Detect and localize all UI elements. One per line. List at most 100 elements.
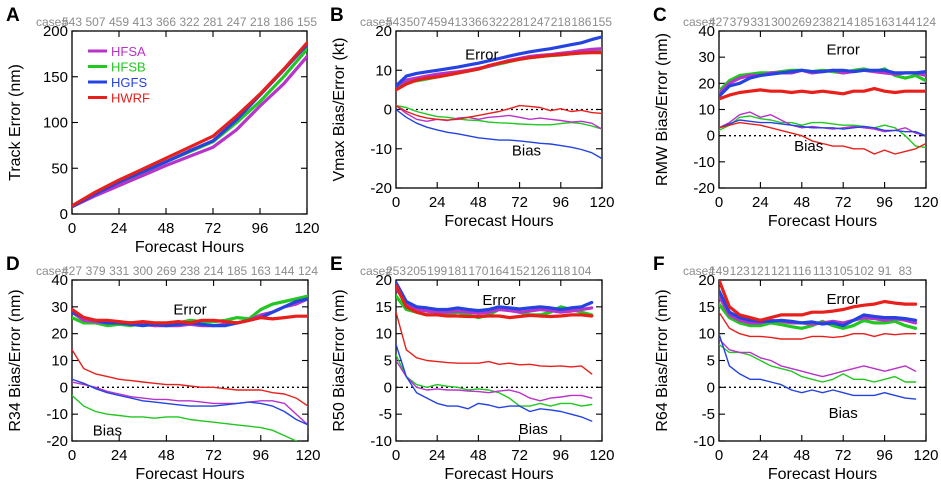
annotation-bias: Bias: [93, 422, 122, 439]
panel-letter: D: [6, 254, 20, 275]
x-tick-label: 72: [511, 194, 528, 211]
case-count: 543: [386, 15, 406, 29]
case-count: 155: [297, 15, 317, 29]
x-tick-label: 48: [793, 447, 810, 464]
y-axis-title: RMW Bias/Error (nm): [654, 33, 671, 186]
x-tick-label: 72: [835, 447, 852, 464]
case-count: 185: [227, 264, 247, 278]
series-hgfs-bias: [719, 119, 926, 137]
case-count: 281: [203, 15, 223, 29]
y-tick-label: 10: [375, 326, 392, 343]
y-axis-title: Track Error (nm): [7, 64, 24, 181]
x-tick-label: 0: [68, 447, 76, 464]
case-count: 322: [489, 15, 509, 29]
panel-letter: F: [653, 254, 665, 275]
x-axis-title: Forecast Hours: [768, 213, 877, 230]
case-count: 269: [792, 15, 812, 29]
case-count: 170: [468, 264, 488, 278]
case-count: 413: [132, 15, 152, 29]
case-count: 181: [448, 264, 468, 278]
series-group: [719, 280, 918, 400]
series-hgfs-error: [719, 68, 926, 99]
y-tick-label: 0: [60, 379, 68, 396]
series-group: [72, 294, 308, 441]
series-hfsb-bias: [72, 394, 298, 441]
x-tick-label: 96: [552, 447, 569, 464]
x-tick-label: 72: [205, 220, 222, 237]
x-tick-label: 0: [68, 220, 76, 237]
case-count: 163: [875, 15, 895, 29]
annotation-error: Error: [173, 302, 206, 319]
y-tick-label: 30: [698, 49, 715, 66]
case-count: 124: [298, 264, 318, 278]
y-tick-label: 15: [375, 299, 392, 316]
series-hgfs-error: [719, 289, 918, 328]
y-tick-label: -20: [46, 433, 68, 450]
case-count: 238: [812, 15, 832, 29]
series-hwrf-bias: [719, 121, 926, 155]
y-tick-label: 0: [384, 379, 392, 396]
y-tick-label: 5: [707, 353, 715, 370]
x-tick-label: 24: [429, 447, 446, 464]
y-tick-label: -10: [693, 154, 715, 171]
case-count: 83: [899, 264, 913, 278]
series-hwrf-error: [396, 50, 602, 92]
x-axis-title: Forecast Hours: [135, 466, 244, 483]
y-tick-label: -5: [379, 406, 392, 423]
case-count: 163: [251, 264, 271, 278]
series-hwrf-error: [72, 41, 307, 208]
annotation-bias: Bias: [829, 405, 858, 422]
case-count-label: case#: [36, 264, 68, 278]
series-hwrf-bias: [72, 349, 308, 407]
y-tick-label: -20: [693, 180, 715, 197]
y-tick-label: -10: [370, 433, 392, 450]
case-count: 155: [592, 15, 612, 29]
legend-label-hfsa: HFSA: [111, 44, 146, 59]
series-hgfs-bias: [396, 108, 602, 160]
case-count: 238: [180, 264, 200, 278]
y-tick-label: -10: [693, 433, 715, 450]
case-count: 186: [273, 15, 293, 29]
x-axis-title: Forecast Hours: [444, 213, 553, 230]
y-tick-label: 5: [384, 353, 392, 370]
case-count: 300: [771, 15, 791, 29]
case-count: 331: [109, 264, 129, 278]
legend-label-hgfs: HGFS: [111, 75, 147, 90]
case-count: 91: [878, 264, 892, 278]
x-tick-label: 0: [715, 447, 723, 464]
series-hgfs-bias: [72, 378, 308, 426]
y-tick-label: 20: [375, 272, 392, 289]
series-hfsa-bias: [72, 381, 308, 426]
x-tick-label: 96: [876, 447, 893, 464]
x-tick-label: 48: [470, 194, 487, 211]
case-count: 218: [551, 15, 571, 29]
x-tick-label: 48: [158, 220, 175, 237]
series-hwrf-bias: [396, 104, 602, 121]
y-tick-label: 150: [43, 69, 68, 86]
y-tick-label: 100: [43, 115, 68, 132]
y-tick-label: 10: [51, 353, 68, 370]
panel-letter: C: [653, 5, 667, 26]
case-count: 322: [179, 15, 199, 29]
case-count: 253: [386, 264, 406, 278]
series-hfsa-bias: [719, 338, 917, 378]
case-count: 300: [133, 264, 153, 278]
case-count: 366: [156, 15, 176, 29]
case-count: 113: [813, 264, 832, 278]
case-count-label: case#: [683, 15, 715, 29]
x-tick-label: 120: [913, 447, 938, 464]
annotation-bias: Bias: [512, 143, 541, 160]
case-count: 366: [468, 15, 488, 29]
y-tick-label: 0: [60, 206, 68, 223]
series-hfsa-error: [72, 54, 307, 209]
y-tick-label: 0: [707, 379, 715, 396]
case-count: 102: [854, 264, 874, 278]
x-axis-title: Forecast Hours: [135, 239, 244, 256]
annotation-bias: Bias: [794, 138, 823, 155]
